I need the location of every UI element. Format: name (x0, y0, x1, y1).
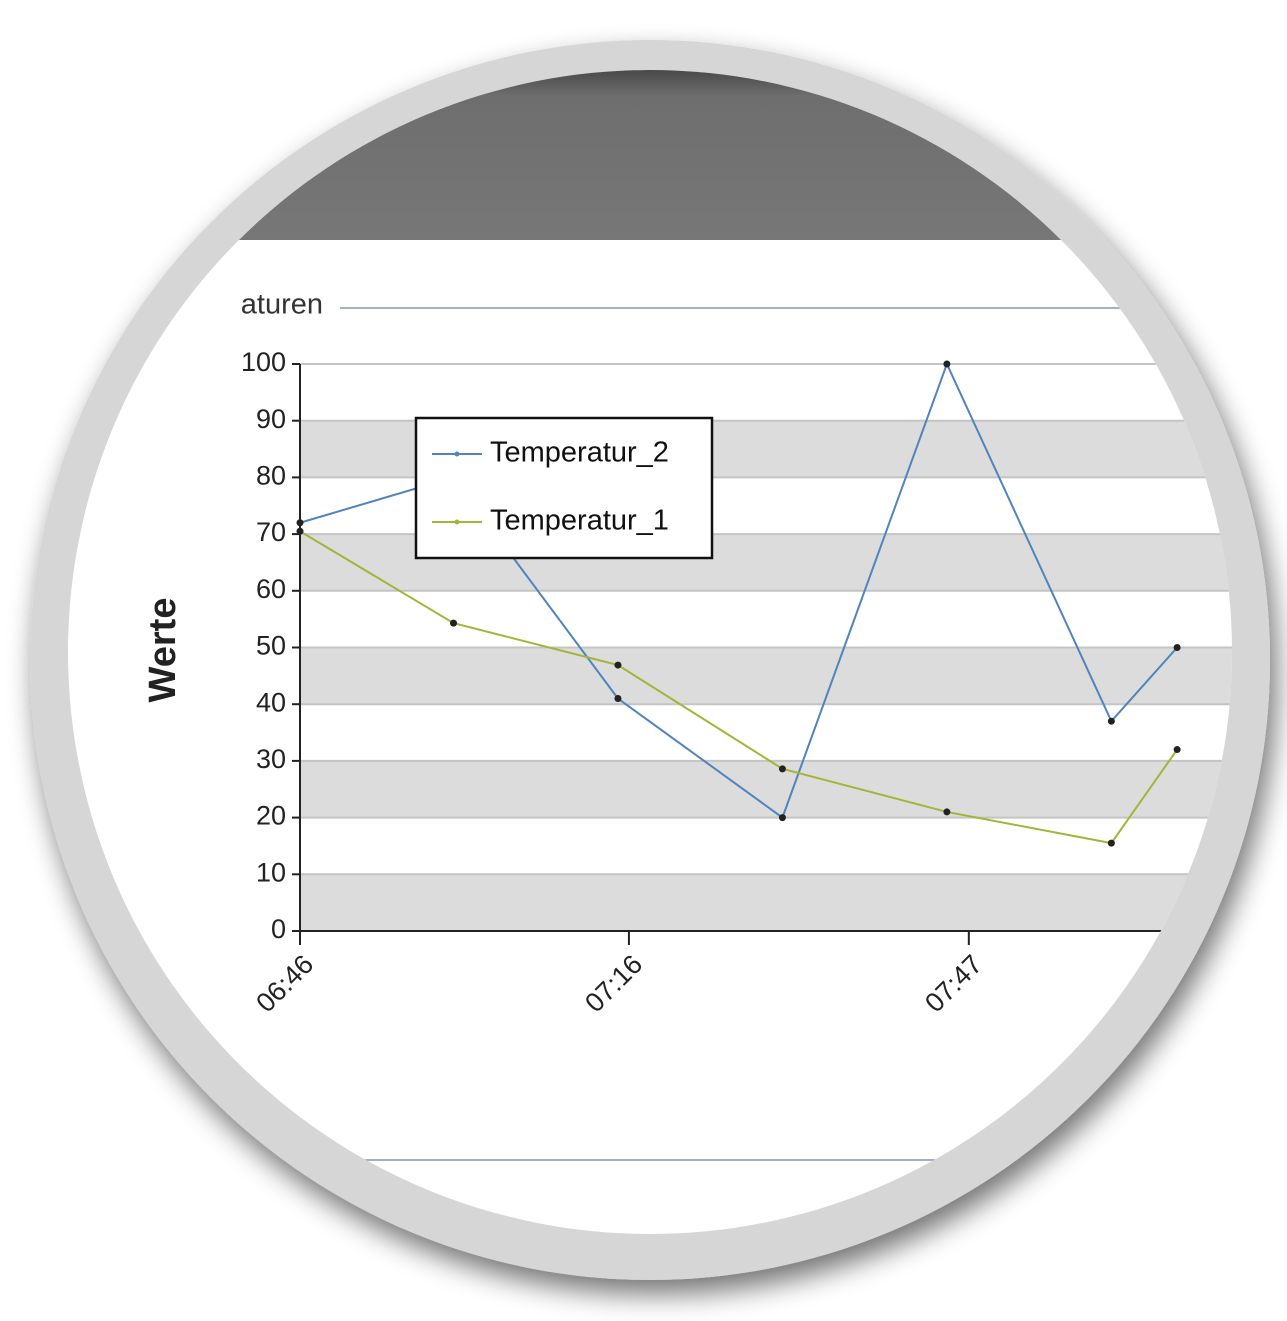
y-tick-label: 10 (256, 857, 286, 887)
data-point (450, 619, 457, 627)
data-point (943, 360, 951, 368)
grid-band (300, 647, 1232, 705)
y-tick-label: 80 (256, 461, 286, 491)
y-tick-label: 30 (256, 744, 286, 774)
data-point (943, 808, 951, 816)
y-tick-label: 20 (256, 801, 286, 831)
y-tick-label: 40 (256, 687, 286, 717)
y-tick-label: 60 (256, 574, 286, 604)
y-tick-label: 50 (256, 631, 286, 661)
data-point (614, 661, 622, 669)
y-tick-label: 70 (256, 517, 286, 547)
y-tick-label: 100 (241, 347, 286, 377)
data-point (1107, 839, 1115, 847)
y-axis-title: Werte (142, 598, 184, 703)
legend-label: Temperatur_2 (490, 437, 669, 469)
legend-marker (454, 519, 460, 525)
data-point (296, 527, 304, 535)
data-point (778, 814, 786, 822)
legend-label: Temperatur_1 (490, 505, 669, 537)
data-point (778, 765, 786, 773)
legend-marker (454, 451, 460, 457)
window-header (68, 70, 1232, 240)
data-point (1173, 746, 1181, 754)
data-point (296, 519, 304, 527)
grid-band (300, 874, 1232, 931)
legend: Temperatur_2 Temperatur_1 (414, 416, 714, 560)
chart-title: aturen (241, 289, 323, 321)
grid-band (300, 760, 1232, 818)
y-tick-label: 90 (256, 404, 286, 434)
data-point (1107, 717, 1115, 725)
legend-box (414, 416, 714, 560)
data-point (614, 695, 622, 703)
data-point (1173, 644, 1181, 651)
y-tick-label: 0 (271, 914, 286, 944)
